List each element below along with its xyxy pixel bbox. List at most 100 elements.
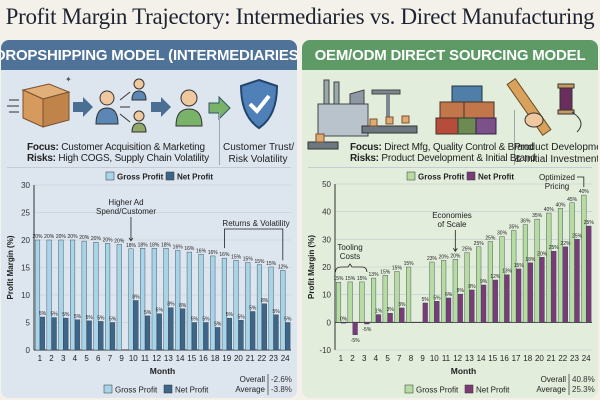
legend-label-net: Net Profit (478, 173, 514, 182)
net-data-label: 5% (109, 317, 117, 323)
gross-data-label: 18% (138, 242, 149, 248)
net-bar-month-5 (387, 313, 393, 323)
gross-data-label: 35% (509, 224, 520, 230)
x-tick-label: 9 (420, 354, 425, 363)
net-bar-month-23 (273, 314, 279, 351)
gross-bar-month-19 (221, 257, 227, 351)
summary-value: 25.3% (572, 385, 595, 394)
dropshipping-side-note: Customer Trust/Risk Volatility (223, 142, 295, 166)
gross-bar-month-8 (406, 266, 412, 323)
gross-bar-month-24 (280, 270, 286, 351)
gross-data-label: 18% (126, 243, 137, 249)
net-data-label: 9% (457, 288, 465, 294)
net-bar-month-20 (238, 320, 244, 351)
divider (219, 110, 220, 165)
gross-bar-month-12 (151, 248, 157, 351)
divider (308, 167, 592, 168)
x-tick-label: 10 (430, 354, 439, 363)
legend-label-net: Net Profit (177, 173, 213, 182)
gross-bar-month-12 (452, 259, 458, 323)
annotation-text: Higher Ad (108, 198, 143, 207)
gross-bar-month-20 (233, 260, 239, 351)
gross-data-label: 20% (103, 237, 114, 243)
x-tick-label: 22 (558, 354, 567, 363)
net-data-label: 5% (144, 310, 152, 316)
net-bar-month-11 (145, 315, 151, 351)
legend-swatch-gross (406, 171, 416, 181)
net-bar-month-20 (539, 257, 545, 323)
annotation-text: Economies (432, 211, 472, 220)
y-tick-label: 5 (26, 319, 31, 328)
gross-bar-month-16 (499, 236, 505, 323)
annotation-text: Tooling (337, 243, 362, 252)
net-bar-month-10 (434, 301, 440, 323)
gross-bar-month-4 (371, 277, 377, 323)
focus-label: Focus: (350, 142, 382, 153)
net-data-label: 22% (560, 241, 571, 247)
gross-data-label: 35% (532, 213, 543, 219)
annotation-text: Spend/Customer (96, 207, 156, 216)
x-tick-label: 3 (362, 354, 367, 363)
y-tick-label: 15 (21, 264, 30, 273)
net-bar-month-9 (422, 302, 428, 323)
net-data-label: 0% (340, 316, 348, 322)
gross-bar-month-7 (105, 243, 111, 351)
net-bar-month-6 (98, 321, 104, 351)
y-axis-label: Profit Margin (%) (307, 235, 316, 299)
gross-bar-month-2 (347, 281, 353, 323)
net-data-label: 8% (179, 303, 187, 309)
y-tick-label: 20 (322, 263, 331, 272)
net-bar-month-7 (399, 307, 405, 323)
gross-data-label: 20% (91, 236, 102, 242)
oem-risks: Risks: Product Development & Initial Bra… (350, 153, 536, 165)
net-data-label: 25% (584, 220, 595, 226)
gross-data-label: 15% (380, 269, 391, 275)
net-bar-month-21 (551, 251, 557, 323)
y-tick-label: 40 (322, 208, 331, 217)
side-note-line: Customer Trust/ (223, 142, 295, 153)
dropshipping-panel: DROPSHIPPING MODEL (INTERMEDIARIES) ✦ Fo… (1, 40, 297, 398)
net-data-label: 5% (39, 311, 47, 317)
net-data-label: -5% (351, 338, 360, 344)
net-data-label: 6% (445, 292, 453, 298)
net-bar-month-15 (191, 322, 197, 351)
net-bar-month-22 (562, 246, 568, 323)
net-data-label: 3% (398, 302, 406, 308)
legend-swatch-gross (103, 384, 113, 394)
gross-bar-month-18 (522, 224, 528, 323)
net-data-label: 1% (375, 309, 383, 315)
gross-bar-month-23 (268, 266, 274, 351)
annotation-arrow (577, 176, 585, 188)
net-bar-month-13 (469, 289, 475, 323)
annotation-text: Pricing (545, 182, 569, 191)
net-bar-month-21 (250, 311, 256, 351)
gross-data-label: 16% (219, 252, 230, 258)
y-axis-label: Profit Margin (%) (6, 235, 15, 299)
net-data-label: 25% (549, 245, 560, 251)
gross-data-label: 23% (427, 256, 438, 262)
net-bar-month-12 (457, 293, 463, 323)
gross-data-label: 15% (404, 261, 415, 267)
x-tick-label: 5 (385, 354, 390, 363)
net-bar-month-1 (340, 322, 347, 324)
y-tick-label: 50 (322, 180, 331, 189)
legend-swatch-net (464, 384, 474, 394)
x-tick-label: 10 (129, 354, 138, 363)
net-data-label: 8% (468, 284, 476, 290)
gross-data-label: 30% (497, 231, 508, 237)
annotation-text: Returns & Volatility (222, 219, 289, 228)
legend-label-gross: Gross Profit (117, 173, 164, 182)
net-bar-month-7 (110, 322, 116, 351)
gross-bar-month-18 (210, 255, 216, 351)
net-bar-month-23 (574, 239, 580, 323)
y-tick-label: 30 (322, 235, 331, 244)
gross-data-label: 16% (196, 248, 207, 254)
net-data-label: -5% (362, 327, 371, 333)
x-tick-label: 2 (350, 354, 355, 363)
net-data-label: 8% (261, 298, 269, 304)
gross-data-label: 20% (114, 238, 125, 244)
x-tick-label: 23 (269, 354, 278, 363)
summary-value: 40.8% (572, 375, 595, 384)
net-data-label: 9% (480, 279, 488, 285)
